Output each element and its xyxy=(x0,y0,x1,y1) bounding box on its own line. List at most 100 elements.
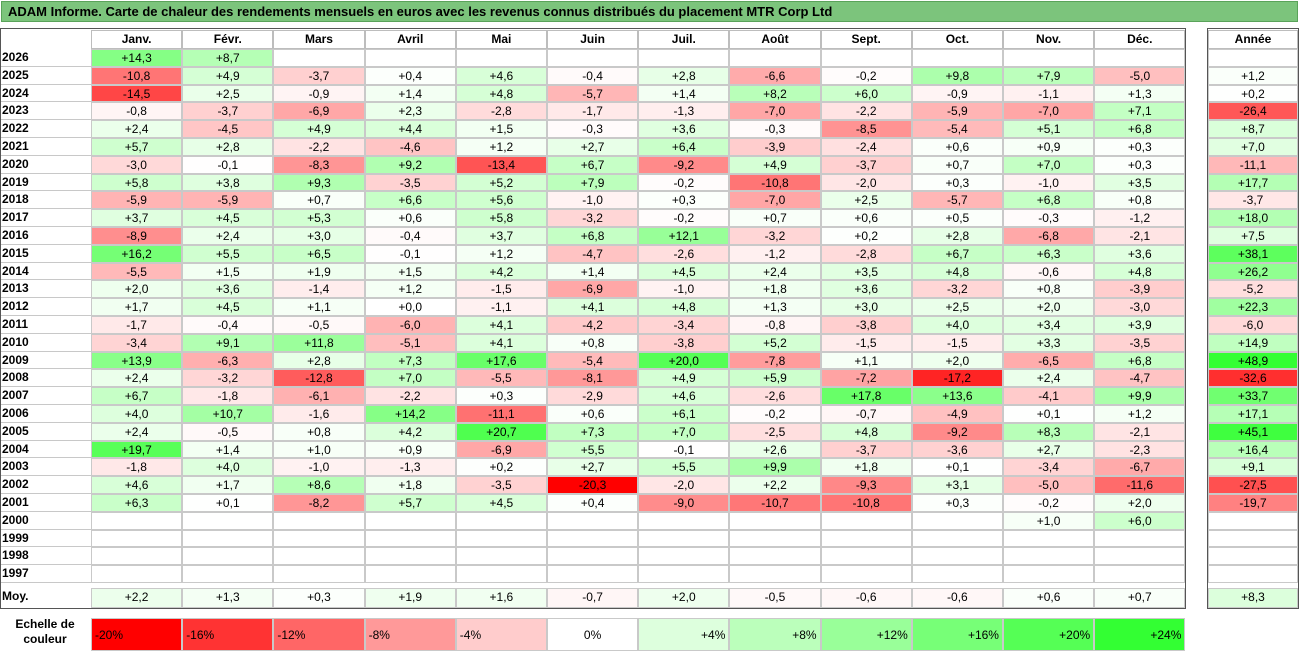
annual-cell xyxy=(1208,529,1298,548)
heatmap-cell: -6,3 xyxy=(182,351,274,370)
average-cell: +2,0 xyxy=(638,588,730,608)
heatmap-cell: -6,5 xyxy=(1003,351,1095,370)
heatmap-cell xyxy=(729,529,821,548)
report-title: ADAM Informe. Carte de chaleur des rende… xyxy=(1,1,1298,22)
year-label: 2013 xyxy=(0,280,91,299)
annual-cell: -3,7 xyxy=(1208,191,1298,210)
heatmap-cell: -1,0 xyxy=(547,191,639,210)
annual-cell: +18,0 xyxy=(1208,209,1298,227)
heatmap-cell: -8,5 xyxy=(820,120,912,138)
heatmap-cell: +8,3 xyxy=(1003,422,1095,441)
heatmap-cell: +2,4 xyxy=(182,227,274,245)
heatmap-cell: -5,7 xyxy=(911,191,1003,210)
year-label: 2022 xyxy=(0,120,91,138)
heatmap-cell: -3,9 xyxy=(729,138,821,156)
heatmap-cell: +6,6 xyxy=(364,191,456,210)
average-cell: +0,6 xyxy=(1003,588,1095,608)
heatmap-cell: +4,5 xyxy=(455,494,547,512)
heatmap-cell xyxy=(911,529,1003,548)
heatmap-cell: +9,3 xyxy=(273,173,365,192)
heatmap-cell: +2,0 xyxy=(1003,298,1095,316)
month-header: Mai xyxy=(455,30,547,49)
heatmap-cell xyxy=(1003,49,1095,67)
heatmap-cell: -1,4 xyxy=(273,280,365,299)
heatmap-cell: +0,3 xyxy=(455,387,547,405)
heatmap-cell: -5,4 xyxy=(911,120,1003,138)
heatmap-cell: +6,3 xyxy=(91,494,183,512)
heatmap-cell: +4,5 xyxy=(182,298,274,316)
heatmap-cell xyxy=(1003,565,1095,583)
year-label: 2019 xyxy=(0,174,91,192)
heatmap-cell: -1,8 xyxy=(91,458,183,477)
heatmap-cell: +2,8 xyxy=(638,66,730,85)
heatmap-cell: -11,1 xyxy=(455,405,547,423)
color-scale-step: -12% xyxy=(273,618,365,651)
heatmap-cell: +1,0 xyxy=(1003,511,1095,530)
year-label: 2003 xyxy=(0,458,91,477)
heatmap-cell: +0,2 xyxy=(820,227,912,245)
month-header: Févr. xyxy=(182,30,274,49)
heatmap-cell: -3,5 xyxy=(455,476,547,494)
heatmap-cell: +6,8 xyxy=(1094,120,1186,138)
heatmap-cell xyxy=(729,511,821,530)
heatmap-cell xyxy=(364,529,456,548)
heatmap-cell: +17,6 xyxy=(455,351,547,370)
average-cell: +1,9 xyxy=(364,588,456,608)
heatmap-cell xyxy=(638,49,730,67)
heatmap-cell: -7,0 xyxy=(729,102,821,121)
year-label: 2008 xyxy=(0,369,91,388)
heatmap-cell: -2,0 xyxy=(638,476,730,494)
annual-cell: +14,9 xyxy=(1208,333,1298,352)
heatmap-cell: -4,1 xyxy=(1003,387,1095,405)
heatmap-cell: -3,7 xyxy=(820,440,912,459)
heatmap-cell: +0,8 xyxy=(547,333,639,352)
color-scale-step: -20% xyxy=(91,618,183,651)
annual-average-cell: +8,3 xyxy=(1208,588,1298,608)
heatmap-cell xyxy=(273,529,365,548)
heatmap-cell: -0,4 xyxy=(364,227,456,245)
heatmap-cell: +0,5 xyxy=(911,209,1003,227)
heatmap-cell: -3,8 xyxy=(820,316,912,334)
heatmap-cell: +6,8 xyxy=(1094,351,1186,370)
color-scale-step: -16% xyxy=(182,618,274,651)
heatmap-cell: +14,3 xyxy=(91,49,183,67)
year-label: 2002 xyxy=(0,476,91,494)
heatmap-cell xyxy=(364,565,456,583)
heatmap-cell: +9,1 xyxy=(182,333,274,352)
heatmap-cell: +0,3 xyxy=(1094,138,1186,156)
heatmap-cell xyxy=(1094,49,1186,67)
heatmap-cell: -3,8 xyxy=(638,333,730,352)
heatmap-cell: +1,5 xyxy=(455,120,547,138)
heatmap-cell: +7,1 xyxy=(1094,102,1186,121)
heatmap-cell: -5,0 xyxy=(1094,66,1186,85)
heatmap-cell: -5,1 xyxy=(364,333,456,352)
heatmap-cell: +5,3 xyxy=(273,209,365,227)
heatmap-cell: -1,7 xyxy=(91,316,183,334)
heatmap-cell: +13,6 xyxy=(911,387,1003,405)
color-scale-label: Echelle de couleur xyxy=(15,617,75,646)
heatmap-cell: +2,5 xyxy=(820,191,912,210)
heatmap-cell: +2,3 xyxy=(364,102,456,121)
heatmap-cell: -0,9 xyxy=(273,84,365,103)
heatmap-cell: -3,9 xyxy=(1094,280,1186,299)
heatmap-cell: -0,3 xyxy=(729,120,821,138)
heatmap-cell xyxy=(91,547,183,566)
heatmap-cell: +0,9 xyxy=(364,440,456,459)
year-label: 2007 xyxy=(0,387,91,405)
average-row-label: Moy. xyxy=(2,589,29,603)
heatmap-cell: -7,2 xyxy=(820,369,912,388)
month-header: Avril xyxy=(364,30,456,49)
heatmap-cell: +2,4 xyxy=(91,120,183,138)
heatmap-cell: +7,0 xyxy=(1003,155,1095,174)
heatmap-cell: +4,9 xyxy=(729,155,821,174)
heatmap-cell: -1,5 xyxy=(455,280,547,299)
month-header: Oct. xyxy=(911,30,1003,49)
heatmap-cell: -4,6 xyxy=(364,138,456,156)
year-label: 2021 xyxy=(0,138,91,156)
heatmap-cell: -0,2 xyxy=(820,66,912,85)
heatmap-cell: +0,7 xyxy=(273,191,365,210)
year-label: 2023 xyxy=(0,102,91,121)
heatmap-cell xyxy=(547,547,639,566)
heatmap-cell: +0,1 xyxy=(1003,405,1095,423)
heatmap-cell: -9,0 xyxy=(638,494,730,512)
